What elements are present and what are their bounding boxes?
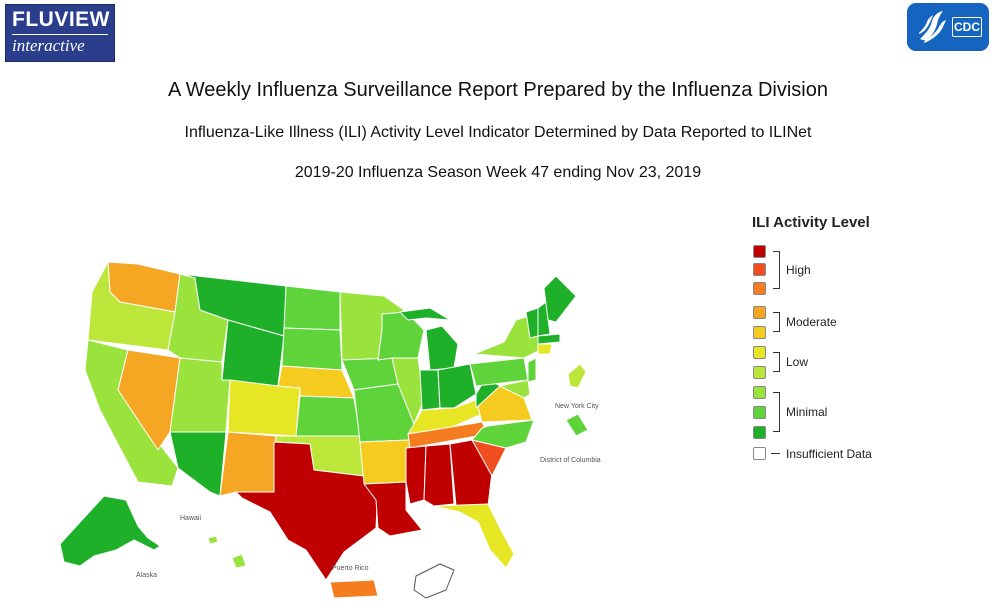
state-CT[interactable] [537,343,553,355]
state-IN[interactable] [419,369,441,411]
state-NV[interactable] [117,349,181,451]
state-ME[interactable] [543,275,577,323]
legend-swatch-level-8 [753,282,766,295]
legend-label-minimal: Minimal [786,405,828,419]
state-NC[interactable] [471,419,535,449]
state-TX[interactable] [235,441,379,581]
state-NJ[interactable] [527,357,537,383]
legend-bracket-low [773,352,780,372]
state-OH[interactable] [437,363,477,409]
inset-new-york-city[interactable] [567,363,587,389]
legend-swatch-level-2 [753,406,766,419]
state-IL[interactable] [391,357,425,425]
inset-district-of-columbia[interactable] [565,413,589,437]
state-SD[interactable] [281,327,343,371]
fluview-logo-subtext: interactive [12,34,108,56]
legend-swatch-level-4 [753,366,766,379]
state-AR[interactable] [359,439,411,485]
state-AK[interactable] [59,495,161,567]
state-HI[interactable] [231,553,247,569]
legend-title: ILI Activity Level [752,214,870,231]
state-CO[interactable] [227,379,301,437]
territory-VI[interactable] [413,563,455,599]
state-MS[interactable] [405,445,427,505]
state-MI[interactable] [399,307,451,321]
state-FL[interactable] [433,503,515,569]
legend-bracket-minimal [773,392,780,432]
map-label-hawaii: Hawaii [180,515,201,522]
map-label-district-of-columbia: District of Columbia [540,457,601,464]
state-MA[interactable] [537,333,561,345]
state-KS[interactable] [295,395,361,437]
legend-label-high: High [786,263,811,277]
legend-bracket-moderate [773,312,780,332]
fluview-interactive-logo[interactable]: FLUVIEW interactive [5,4,115,62]
season-week-label: 2019-20 Influenza Season Week 47 ending … [294,164,702,181]
state-OR[interactable] [87,261,176,351]
state-MD[interactable] [499,379,531,399]
legend-swatch-insufficient [753,447,766,460]
map-label-alaska: Alaska [136,572,157,579]
legend-bracket-high [773,251,780,289]
report-subtitle: Influenza-Like Illness (ILI) Activity Le… [184,124,812,141]
report-title: A Weekly Influenza Surveillance Report P… [168,79,828,101]
map-label-puerto-rico: Puerto Rico [332,565,369,572]
territory-PR[interactable] [329,579,379,599]
legend-swatch-level-7 [753,306,766,319]
hhs-eagle-icon [919,11,946,43]
legend-label-low: Low [786,355,809,369]
state-MI-lower[interactable] [425,325,459,371]
state-AZ[interactable] [169,431,227,497]
legend-label-moderate: Moderate [786,315,837,329]
legend-swatch-level-9 [753,263,766,276]
us-ili-activity-map: New York City District of Columbia Hawai… [59,261,601,599]
legend-swatch-level-10 [753,245,766,258]
state-AL[interactable] [423,443,455,507]
legend-swatch-level-6 [753,326,766,339]
legend-swatch-level-1 [753,426,766,439]
state-LA[interactable] [363,481,423,537]
cdc-logo[interactable]: CDC [907,3,989,51]
state-ND[interactable] [283,285,341,331]
state-HI-small[interactable] [207,535,219,545]
legend-label-insufficient: Insufficient Data [786,447,872,461]
legend-dash-insufficient [771,453,780,454]
legend-swatch-level-3 [753,386,766,399]
fluview-logo-text: FLUVIEW [12,8,110,31]
legend-swatch-level-5 [753,346,766,359]
map-label-new-york-city: New York City [555,403,599,410]
cdc-logo-text: CDC [952,17,982,37]
state-NM[interactable] [219,431,277,497]
state-UT[interactable] [169,357,231,433]
